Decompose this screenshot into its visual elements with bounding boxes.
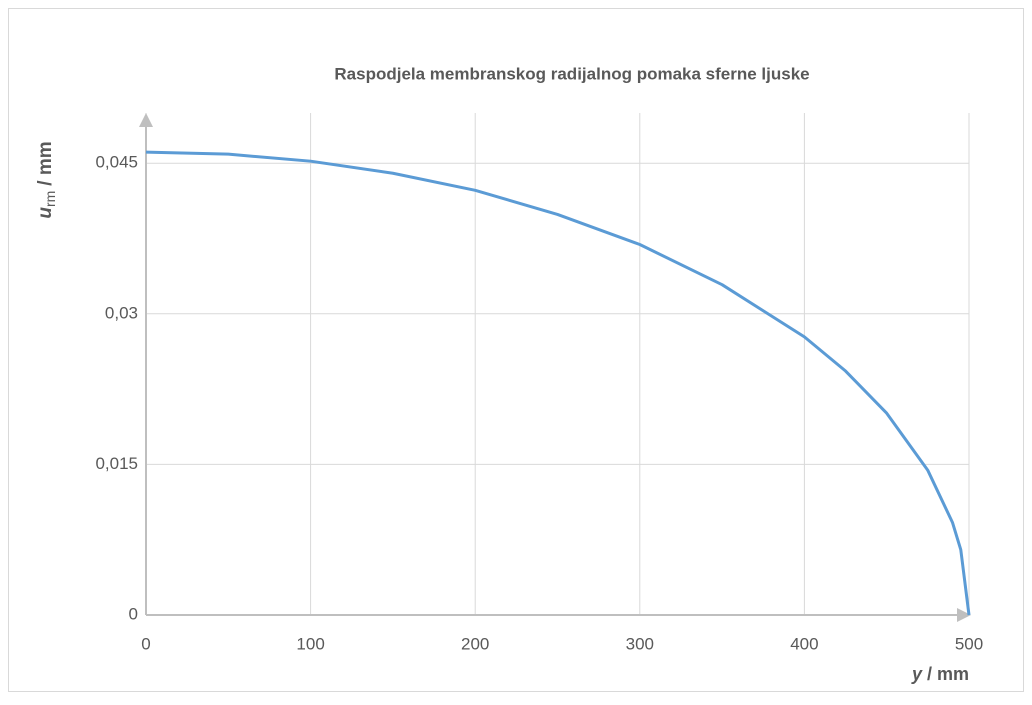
x-tick-label: 100: [296, 634, 324, 653]
y-axis-label: urm / mm: [35, 141, 58, 218]
y-label-subscript: rm: [42, 191, 58, 207]
x-label-symbol: y: [911, 664, 923, 684]
chart-title: Raspodjela membranskog radijalnog pomaka…: [334, 64, 809, 83]
x-tick-label: 200: [461, 634, 489, 653]
y-tick-label: 0,03: [105, 303, 138, 322]
x-axis-label: y / mm: [911, 664, 969, 684]
x-label-unit: / mm: [927, 664, 969, 684]
chart-border: [8, 8, 1024, 692]
x-axis-arrow: [957, 608, 971, 622]
y-label-unit: / mm: [35, 141, 56, 185]
y-tick-label: 0,015: [95, 454, 138, 473]
y-axis-arrow: [139, 113, 153, 127]
x-tick-label: 500: [955, 634, 983, 653]
y-tick-label: 0: [129, 604, 138, 623]
x-tick-label: 300: [626, 634, 654, 653]
y-tick-label: 0,045: [95, 153, 138, 172]
data-line: [145, 150, 971, 616]
x-tick-label: 400: [790, 634, 818, 653]
y-label-symbol: u: [35, 207, 56, 219]
x-tick-label: 0: [141, 634, 150, 653]
plot-area: 0 0,015 0,03 0,045 0 100 200 300 400 500: [95, 113, 983, 653]
